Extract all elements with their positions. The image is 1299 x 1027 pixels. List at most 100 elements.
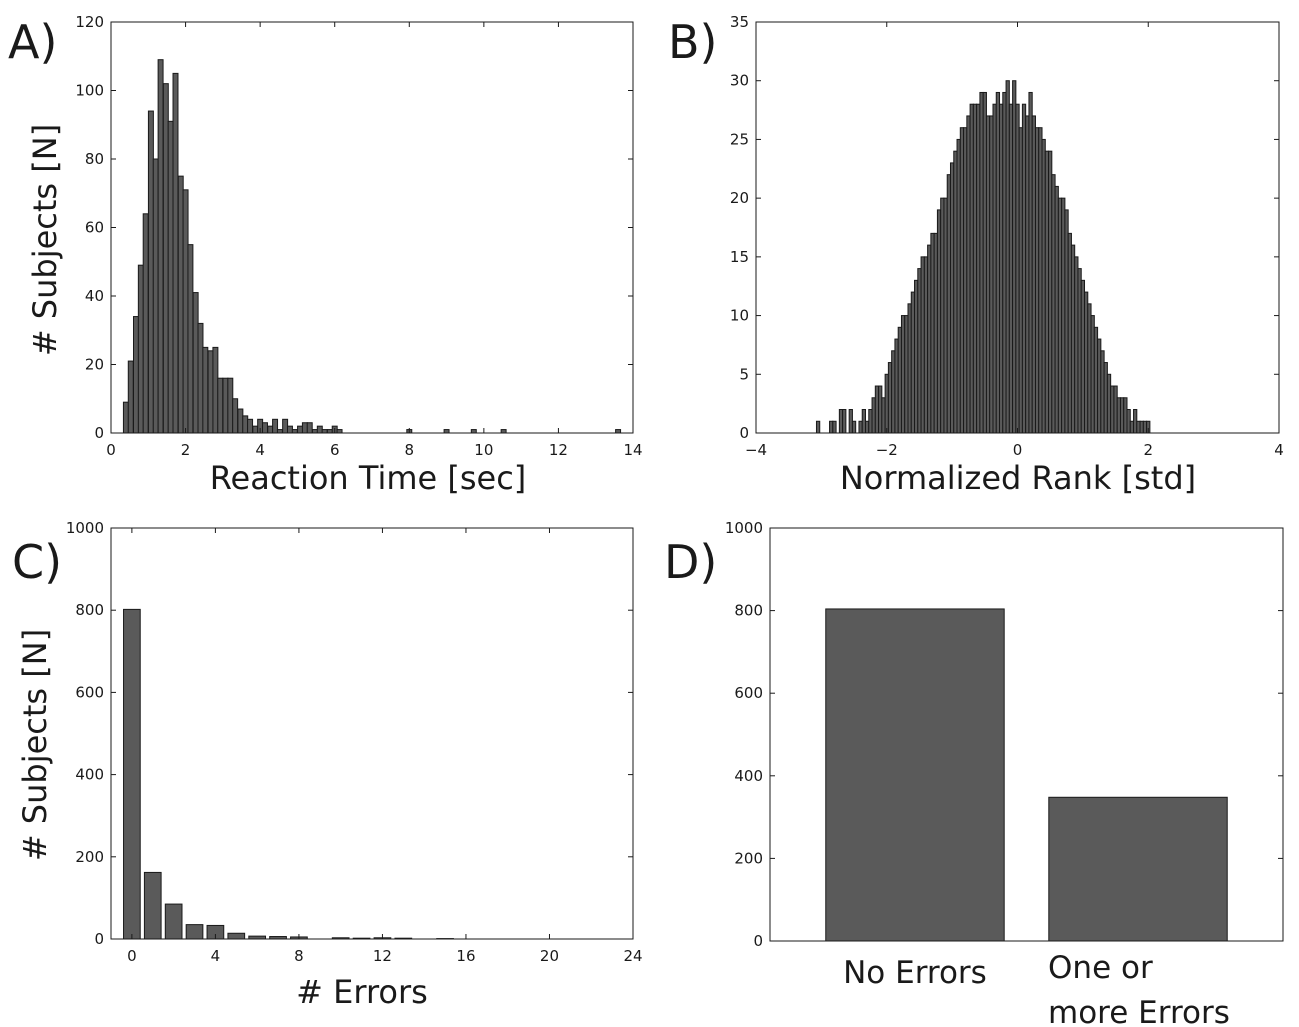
- panel-a-bar: [336, 429, 343, 434]
- panel-c-bar: [143, 871, 162, 940]
- panel-letter-b: B): [668, 15, 718, 69]
- x-tick-label: 2: [181, 441, 191, 459]
- panel-c-bar: [123, 608, 141, 940]
- panel-c-bar: [352, 937, 371, 940]
- category-label: No Errors: [843, 955, 987, 991]
- x-tick-label: 4: [255, 441, 265, 459]
- x-tick-label: 4: [1274, 441, 1284, 459]
- panel-a-bar: [247, 418, 254, 434]
- panel-b-xlabel: Normalized Rank [std]: [840, 459, 1196, 497]
- x-tick-label: 8: [294, 947, 304, 965]
- y-tick-label: 30: [730, 72, 749, 90]
- panel-c-bar: [185, 924, 204, 940]
- y-tick-label: 800: [75, 601, 104, 619]
- panel-c-bar: [248, 935, 267, 940]
- panel-a-ylabel: # Subjects [N]: [26, 124, 64, 356]
- panel-b-bar: [832, 420, 837, 434]
- panel-a-bars: [122, 59, 622, 434]
- x-tick-label: 12: [373, 947, 392, 965]
- panel-c-bar: [164, 903, 183, 940]
- panel-a-bar: [262, 422, 268, 434]
- y-tick-label: 0: [739, 424, 749, 442]
- y-tick-label: 5: [739, 365, 749, 383]
- panel-a-bar: [127, 360, 134, 434]
- panel-a-bar: [291, 429, 298, 434]
- panel-a-bar: [202, 346, 209, 434]
- y-tick-label: 35: [730, 13, 749, 31]
- panel-a-bar: [167, 120, 174, 434]
- panel-a-bar: [316, 425, 323, 434]
- panel-c-bars: [123, 608, 454, 940]
- x-tick-label: 20: [540, 947, 559, 965]
- panel-b-bar: [851, 420, 857, 434]
- y-tick-label: 600: [75, 683, 104, 701]
- panel-d-ticks: 0 200 400 600 800 1000: [725, 519, 1283, 950]
- panel-a-bar: [137, 264, 144, 434]
- panel-a: A) 0 20 40 60 80 100 120 0 2 4 6 8 10 12 14 Reaction T…: [8, 13, 643, 497]
- panel-a-bar: [301, 422, 308, 434]
- y-tick-label: 60: [85, 219, 104, 237]
- x-tick-label: 16: [456, 947, 475, 965]
- panel-a-bar: [162, 83, 169, 434]
- y-tick-label: 1000: [66, 519, 104, 537]
- panel-c-bar: [227, 932, 246, 940]
- panel-d-category-labels: No Errors One or more Errors: [843, 950, 1230, 1027]
- y-tick-label: 800: [734, 602, 763, 620]
- panel-c-ticks: 0 200 400 600 800 1000 0 4 8 12 16 20 24: [66, 519, 643, 965]
- panel-a-bar: [222, 377, 229, 434]
- panel-d-bar: [1048, 796, 1228, 942]
- panel-a-bar: [326, 429, 333, 434]
- panel-a-bar: [443, 429, 450, 434]
- panel-a-bar: [207, 350, 214, 434]
- panel-a-bar: [306, 422, 313, 434]
- panel-a-bar: [470, 429, 477, 434]
- panel-a-xlabel: Reaction Time [sec]: [210, 459, 527, 497]
- panel-a-bar: [187, 244, 194, 434]
- x-tick-label: 6: [330, 441, 340, 459]
- panel-c: C) 0 200 400 600 800 1000 0 4 8 12 16 20 24 # Errors…: [12, 519, 643, 1011]
- y-tick-label: 80: [85, 150, 104, 168]
- panel-c-bar: [269, 936, 287, 940]
- panel-a-bar: [197, 322, 204, 434]
- x-tick-label: 14: [623, 441, 642, 459]
- y-tick-label: 40: [85, 287, 104, 305]
- x-tick-label: 0: [106, 441, 116, 459]
- panel-a-bar: [615, 429, 622, 434]
- y-tick-label: 200: [75, 848, 104, 866]
- y-tick-label: 600: [734, 684, 763, 702]
- panel-c-bar: [331, 937, 350, 940]
- y-tick-label: 1000: [725, 519, 763, 537]
- panel-a-bar: [212, 346, 219, 434]
- panel-d-axes-box: [769, 527, 1284, 942]
- y-tick-label: 0: [753, 932, 763, 950]
- y-tick-label: 25: [730, 130, 749, 148]
- panel-a-bar: [172, 72, 179, 434]
- panel-a-bar: [122, 401, 129, 434]
- panel-b-bars: [815, 80, 1151, 434]
- y-tick-label: 10: [730, 307, 749, 325]
- panel-a-bar: [297, 425, 304, 434]
- x-tick-label: −2: [876, 441, 898, 459]
- panel-a-bar: [192, 292, 199, 434]
- panel-b: B) 0 5 10 15 20 25 30 35 −4 −2 0 2 4 Normalized Rank…: [668, 13, 1284, 497]
- panel-c-xlabel: # Errors: [296, 973, 428, 1011]
- x-tick-label: 2: [1143, 441, 1153, 459]
- panel-c-bar: [394, 937, 413, 940]
- y-tick-label: 20: [730, 189, 749, 207]
- panel-a-bar: [177, 175, 184, 434]
- panel-a-ticks: 0 20 40 60 80 100 120 0 2 4 6 8 10 12 14: [75, 13, 642, 459]
- x-tick-label: 4: [211, 947, 221, 965]
- panel-b-ticks: 0 5 10 15 20 25 30 35 −4 −2 0 2 4: [730, 13, 1284, 459]
- panel-a-bar: [147, 110, 154, 434]
- panel-a-bar: [232, 398, 239, 434]
- panel-letter-c: C): [12, 535, 62, 589]
- category-label: One or: [1048, 950, 1153, 986]
- panel-a-bar: [252, 425, 259, 434]
- x-tick-label: 0: [127, 947, 137, 965]
- x-tick-label: −4: [745, 441, 767, 459]
- y-tick-label: 20: [85, 356, 104, 374]
- category-label: more Errors: [1048, 995, 1230, 1027]
- y-tick-label: 15: [730, 248, 749, 266]
- panel-a-bar: [182, 189, 189, 434]
